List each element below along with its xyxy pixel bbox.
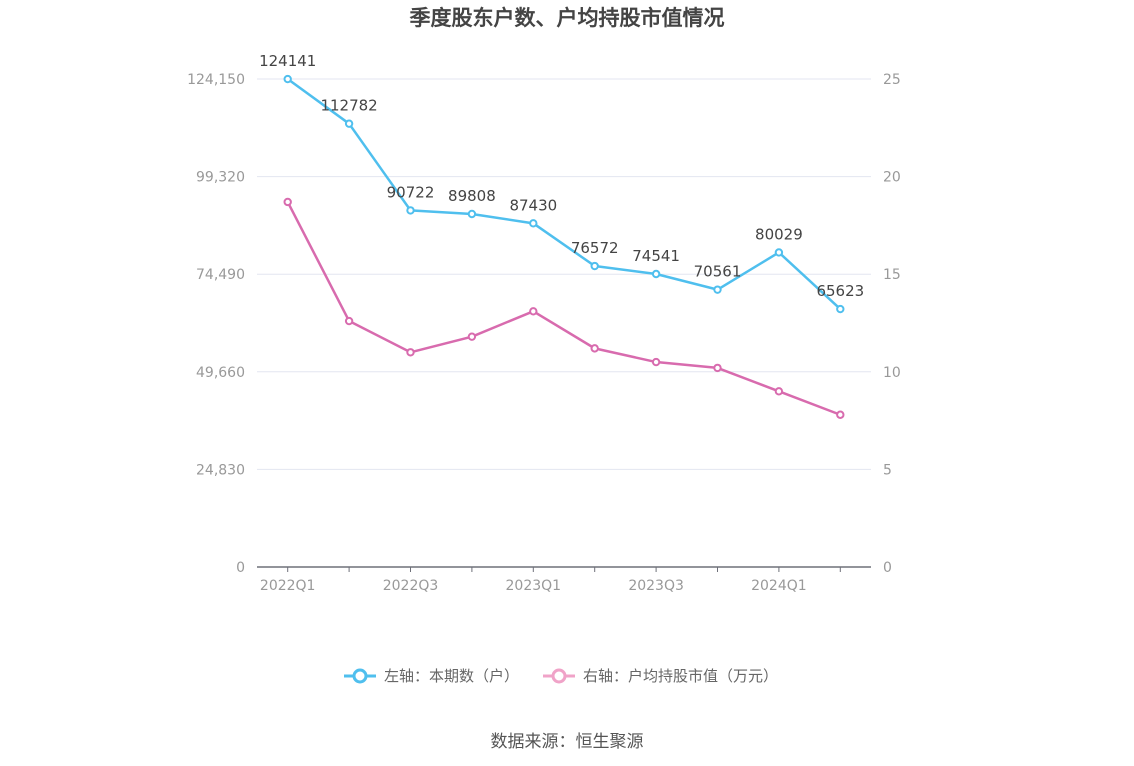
- legend[interactable]: 左轴：本期数（户） 右轴：户均持股市值（万元）: [344, 667, 778, 685]
- data-label: 89808: [448, 187, 496, 205]
- legend-marker-left: [352, 668, 368, 684]
- x-tick-label: 2023Q1: [506, 578, 562, 594]
- right-tick-label: 10: [883, 365, 901, 381]
- series-group: [283, 74, 845, 419]
- gridlines: [257, 78, 871, 470]
- data-point: [651, 357, 661, 367]
- source-note: 数据来源：恒生聚源: [491, 732, 644, 752]
- x-tick-label: 2024Q1: [751, 578, 807, 594]
- data-point: [467, 209, 477, 219]
- data-point: [651, 269, 661, 279]
- right-tick-label: 25: [883, 72, 901, 88]
- x-tick-label: 2022Q3: [383, 578, 439, 594]
- right-tick-label: 20: [883, 170, 901, 186]
- data-point: [836, 304, 845, 314]
- right-tick-label: 15: [883, 267, 901, 283]
- data-label: 87430: [509, 196, 557, 214]
- data-label: 65623: [816, 282, 864, 300]
- data-label: 80029: [755, 225, 803, 243]
- left-tick-label: 24,830: [196, 462, 245, 478]
- data-labels: 124141 112782 90722 89808 87430 76572 74541 705…: [259, 52, 864, 300]
- data-point: [774, 387, 784, 396]
- data-point: [590, 261, 599, 271]
- data-point: [467, 332, 477, 341]
- x-axis: 2022Q1 2022Q3 2023Q1 2023Q3 2024Q1: [257, 566, 871, 594]
- left-tick-label: 124,150: [187, 72, 245, 88]
- data-label: 76572: [571, 239, 619, 257]
- data-point: [283, 74, 292, 84]
- data-point: [406, 206, 415, 215]
- x-tick-label: 2022Q1: [260, 578, 316, 594]
- chart-title: 季度股东户数、户均持股市值情况: [410, 6, 725, 30]
- data-point: [590, 344, 599, 353]
- left-tick-label: 49,660: [196, 365, 245, 381]
- right-axis-ticks: 0 5 10 15 20 25: [883, 72, 901, 576]
- x-tick-label: 2023Q3: [628, 578, 684, 594]
- data-point: [713, 285, 722, 294]
- legend-label-left: 左轴：本期数（户）: [384, 667, 519, 685]
- data-label: 112782: [320, 97, 377, 115]
- right-tick-label: 0: [883, 560, 892, 576]
- right-tick-label: 5: [883, 462, 892, 478]
- data-point: [344, 119, 354, 128]
- data-point: [529, 307, 538, 316]
- data-point: [774, 248, 784, 257]
- left-tick-label: 99,320: [196, 170, 245, 186]
- legend-label-right: 右轴：户均持股市值（万元）: [583, 667, 778, 685]
- data-label: 74541: [632, 247, 680, 265]
- series-line-left: [286, 78, 842, 310]
- series-line-right: [286, 201, 841, 416]
- data-label: 90722: [387, 183, 435, 201]
- legend-item-left[interactable]: 左轴：本期数（户）: [344, 667, 519, 685]
- data-point: [344, 316, 354, 326]
- left-axis-ticks: 0 24,830 49,660 74,490 99,320 124,150: [187, 72, 245, 576]
- left-tick-label: 0: [236, 560, 245, 576]
- data-label: 124141: [259, 52, 316, 70]
- data-point: [713, 363, 722, 373]
- data-point: [529, 219, 538, 228]
- data-point: [283, 197, 292, 207]
- legend-marker-right: [551, 668, 567, 684]
- data-point: [836, 410, 845, 419]
- left-tick-label: 74,490: [196, 267, 245, 283]
- legend-item-right[interactable]: 右轴：户均持股市值（万元）: [543, 667, 778, 685]
- data-label: 70561: [694, 263, 742, 281]
- data-point: [406, 348, 415, 357]
